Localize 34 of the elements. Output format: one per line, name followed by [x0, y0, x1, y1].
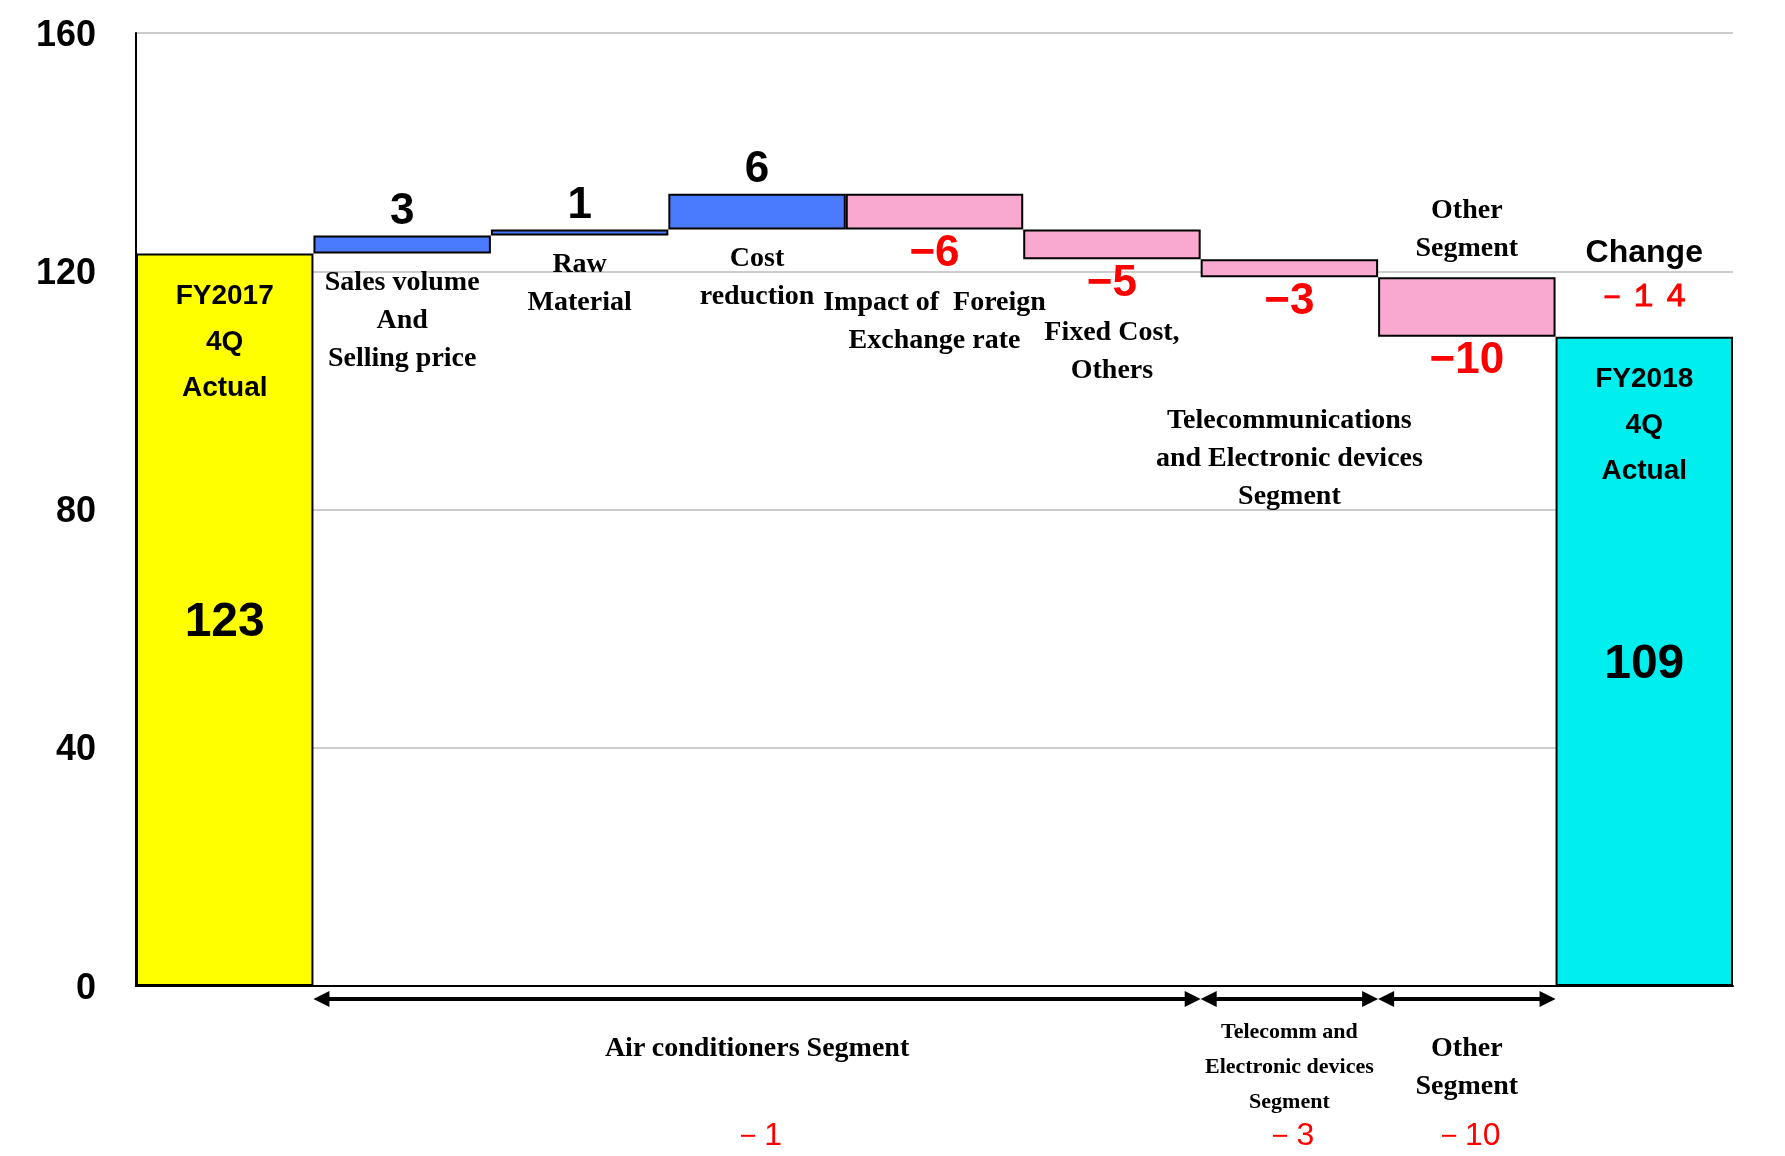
x-tick-label: Raw Material — [527, 247, 632, 317]
text: －3 — [1264, 1116, 1315, 1152]
bar — [490, 229, 669, 236]
data-label: −5 — [1086, 255, 1138, 305]
bar — [1200, 259, 1379, 278]
bar — [1378, 277, 1556, 337]
annotation: －１４ — [1596, 276, 1693, 313]
y-tick-label: 160 — [35, 12, 96, 54]
text: Telecomm and Electronic devices Segment — [1204, 1018, 1375, 1113]
data-label: 109 — [1604, 634, 1685, 688]
x-tick-label: Cost reduction — [699, 241, 815, 311]
x-tick-label: FY2017 4Q Actual — [175, 278, 274, 402]
data-label: 6 — [744, 142, 770, 192]
text: －1 — [732, 1116, 782, 1152]
bar — [1023, 229, 1201, 260]
data-label: 123 — [184, 593, 265, 647]
bar — [313, 235, 491, 254]
x-tick-label: Fixed Cost, Others — [1044, 314, 1180, 384]
x-tick-label: Telecommunications and Electronic devices Segment — [1155, 402, 1423, 510]
y-tick-label: 80 — [55, 489, 96, 530]
data-label: −6 — [909, 226, 960, 276]
data-label: −10 — [1429, 333, 1505, 383]
text: Other Segment — [1415, 1030, 1519, 1100]
y-tick-label: 40 — [55, 727, 96, 769]
x-tick-label: Sales volume And Selling price — [324, 264, 480, 372]
data-label: 3 — [389, 184, 415, 234]
annotation: Change — [1585, 232, 1703, 269]
text: －10 — [1433, 1116, 1501, 1152]
y-tick-label: 0 — [75, 965, 96, 1007]
y-tick-label: 120 — [35, 250, 96, 292]
x-tick-label: FY2018 4Q Actual — [1595, 362, 1694, 486]
data-label: 1 — [567, 178, 592, 228]
text: Air conditioners Segment — [604, 1030, 910, 1062]
data-label: −3 — [1264, 273, 1315, 323]
